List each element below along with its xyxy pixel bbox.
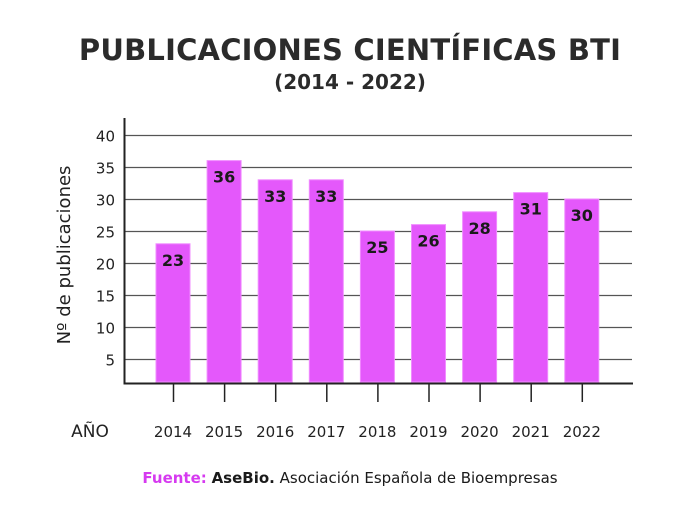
data-label: 30	[571, 206, 593, 225]
x-tick-label: 2015	[205, 423, 243, 441]
bar-2016	[257, 179, 293, 383]
x-tick-label: 2018	[358, 423, 396, 441]
bar-2019	[411, 224, 446, 383]
x-tick-label: 2019	[409, 423, 447, 441]
data-label: 28	[468, 219, 490, 238]
bar-2021	[513, 192, 549, 383]
axes	[123, 118, 633, 402]
bars	[155, 160, 600, 383]
source-text: Asociación Española de Bioempresas	[279, 469, 558, 487]
bar-2022	[564, 198, 600, 383]
labels: 5 10 15 20 25 30 35 40 23 2014 36 2015 33 2016 33 2017 2…	[96, 128, 601, 442]
x-axis-label: AÑO	[71, 420, 109, 442]
y-tick-label: 10	[96, 320, 115, 338]
data-label: 33	[264, 187, 286, 206]
bar-2014	[155, 243, 191, 383]
bar-2017	[308, 179, 344, 383]
y-axis-label: Nº de publicaciones	[54, 166, 75, 345]
y-tick-label: 35	[96, 160, 115, 178]
data-label: 23	[162, 251, 184, 270]
x-tick-label: 2022	[563, 423, 601, 441]
source-label: Fuente:	[142, 469, 207, 487]
bar-2015	[206, 160, 242, 383]
y-tick-label: 5	[105, 352, 115, 370]
bar-2018	[359, 230, 395, 383]
data-label: 31	[520, 200, 542, 219]
y-tick-label: 30	[96, 192, 115, 210]
source-org: AseBio.	[211, 469, 275, 487]
x-tick-label: 2016	[256, 423, 294, 441]
source-note: Fuente: AseBio. Asociación Española de B…	[0, 469, 700, 487]
chart-title: PUBLICACIONES CIENTÍFICAS BTI	[78, 33, 622, 67]
data-label: 26	[417, 232, 439, 251]
x-tick-label: 2020	[461, 423, 499, 441]
data-label: 33	[315, 187, 337, 206]
x-tick-label: 2017	[307, 423, 345, 441]
chart-subtitle: (2014 - 2022)	[274, 70, 426, 94]
x-tick-label: 2021	[512, 423, 550, 441]
bar-2020	[462, 211, 498, 383]
y-tick-label: 25	[96, 224, 115, 242]
x-tick-label: 2014	[154, 423, 192, 441]
y-tick-label: 40	[96, 128, 115, 146]
data-label: 36	[213, 168, 235, 187]
data-label: 25	[366, 238, 388, 257]
y-tick-label: 20	[96, 256, 115, 274]
y-tick-label: 15	[96, 288, 115, 306]
